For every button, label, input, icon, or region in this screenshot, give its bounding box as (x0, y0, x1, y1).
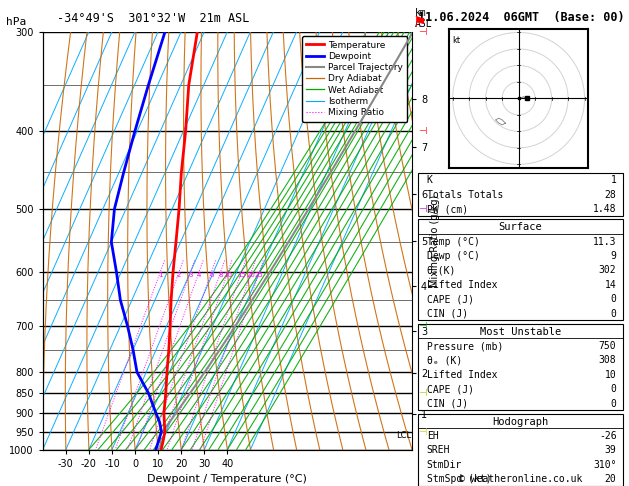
Text: 20: 20 (247, 272, 256, 278)
Text: θₑ (K): θₑ (K) (426, 355, 462, 365)
Text: 2: 2 (177, 272, 181, 278)
Text: Lifted Index: Lifted Index (426, 280, 497, 290)
Text: Pressure (mb): Pressure (mb) (426, 341, 503, 351)
X-axis label: Dewpoint / Temperature (°C): Dewpoint / Temperature (°C) (147, 474, 308, 484)
Text: 28: 28 (604, 190, 616, 200)
Text: ⊣: ⊣ (418, 321, 427, 331)
Text: 1: 1 (611, 175, 616, 186)
Text: Most Unstable: Most Unstable (480, 327, 561, 337)
Text: 0: 0 (611, 309, 616, 319)
Text: -26: -26 (599, 431, 616, 441)
Text: 15: 15 (237, 272, 246, 278)
Text: PW (cm): PW (cm) (426, 204, 468, 214)
Text: ⊣: ⊣ (418, 27, 427, 36)
Text: Dewp (°C): Dewp (°C) (426, 251, 479, 261)
Text: ⊣: ⊣ (418, 126, 427, 137)
Text: 1: 1 (158, 272, 162, 278)
Text: 1.48: 1.48 (593, 204, 616, 214)
Text: CAPE (J): CAPE (J) (426, 294, 474, 304)
Text: 310°: 310° (593, 460, 616, 470)
Text: 20: 20 (604, 474, 616, 484)
Text: 8: 8 (218, 272, 223, 278)
Text: 3: 3 (188, 272, 192, 278)
Text: 0: 0 (611, 384, 616, 394)
Legend: Temperature, Dewpoint, Parcel Trajectory, Dry Adiabat, Wet Adiabat, Isotherm, Mi: Temperature, Dewpoint, Parcel Trajectory… (302, 36, 408, 122)
Text: Temp (°C): Temp (°C) (426, 237, 479, 247)
Text: 10: 10 (604, 370, 616, 380)
Text: Surface: Surface (499, 222, 542, 232)
Text: ⚑: ⚑ (412, 15, 426, 30)
Text: CAPE (J): CAPE (J) (426, 384, 474, 394)
Text: 4: 4 (197, 272, 201, 278)
Text: -34°49'S  301°32'W  21m ASL: -34°49'S 301°32'W 21m ASL (57, 12, 249, 25)
Text: 308: 308 (599, 355, 616, 365)
Text: ⊣: ⊣ (418, 388, 427, 398)
Text: km
ASL: km ASL (415, 8, 433, 29)
Text: kt: kt (453, 36, 461, 45)
Text: Hodograph: Hodograph (493, 417, 548, 427)
Text: 39: 39 (604, 446, 616, 455)
Text: CIN (J): CIN (J) (426, 399, 468, 409)
Text: 10: 10 (223, 272, 232, 278)
Text: K: K (426, 175, 433, 186)
Text: 11.3: 11.3 (593, 237, 616, 247)
Text: hPa: hPa (6, 17, 26, 27)
Text: 25: 25 (255, 272, 264, 278)
Text: ⊣: ⊣ (418, 204, 427, 214)
Text: 9: 9 (611, 251, 616, 261)
Text: StmDir: StmDir (426, 460, 462, 470)
Text: Totals Totals: Totals Totals (426, 190, 503, 200)
Text: EH: EH (426, 431, 438, 441)
Text: 0: 0 (611, 399, 616, 409)
Text: 0: 0 (611, 294, 616, 304)
Text: Lifted Index: Lifted Index (426, 370, 497, 380)
Text: 302: 302 (599, 265, 616, 276)
Text: CIN (J): CIN (J) (426, 309, 468, 319)
Text: 6: 6 (209, 272, 214, 278)
Text: 750: 750 (599, 341, 616, 351)
Text: 14: 14 (604, 280, 616, 290)
Text: © weatheronline.co.uk: © weatheronline.co.uk (459, 473, 582, 484)
Text: ⊣: ⊣ (418, 427, 427, 437)
Y-axis label: Mixing Ratio (g/kg): Mixing Ratio (g/kg) (430, 194, 440, 287)
Text: SREH: SREH (426, 446, 450, 455)
Text: 11.06.2024  06GMT  (Base: 00): 11.06.2024 06GMT (Base: 00) (418, 11, 625, 24)
Text: StmSpd (kt): StmSpd (kt) (426, 474, 491, 484)
Text: LCL: LCL (396, 431, 411, 440)
Text: θₑ(K): θₑ(K) (426, 265, 456, 276)
